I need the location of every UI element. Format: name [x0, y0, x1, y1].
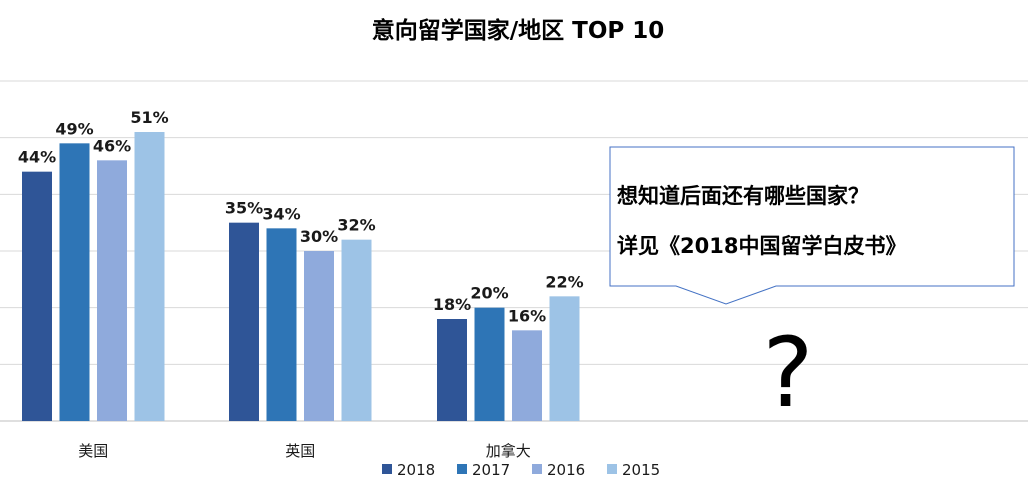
callout-line-1: 想知道后面还有哪些国家？ — [617, 184, 869, 208]
legend-swatch — [607, 464, 617, 474]
bar-2017-1 — [266, 228, 297, 421]
category-label: 加拿大 — [486, 442, 531, 460]
data-labels: 44% 49%46% 51% 35% 34%30%32% 18%20%16% 22% — [18, 108, 584, 325]
bar-2015-1 — [341, 239, 372, 421]
data-label: 16% — [508, 306, 546, 325]
bars — [22, 132, 580, 422]
category-labels: 美国 英国 加拿大 — [78, 442, 531, 460]
legend-label: 2017 — [472, 461, 510, 479]
callout-box: 想知道后面还有哪些国家？ 详见《2018中国留学白皮书》 — [609, 146, 1015, 305]
bar-2015-0 — [134, 132, 165, 421]
bar-2018-1 — [229, 222, 259, 421]
data-label: 44% — [18, 148, 56, 167]
data-label: 35% — [225, 199, 263, 218]
data-label: 20% — [470, 284, 508, 303]
data-label: 34% — [262, 204, 300, 223]
legend-swatch — [457, 464, 467, 474]
bar-2017-0 — [59, 143, 90, 422]
legend-label: 2018 — [397, 461, 435, 479]
bar-2016-2 — [512, 330, 542, 421]
bar-2016-0 — [97, 160, 127, 422]
data-label: 30% — [300, 227, 338, 246]
data-label: 18% — [433, 295, 471, 314]
legend-swatch — [382, 464, 392, 474]
data-label: 32% — [337, 216, 375, 235]
bar-2018-2 — [437, 319, 467, 421]
category-label: 美国 — [78, 442, 108, 460]
callout-line-2: 详见《2018中国留学白皮书》 — [617, 234, 906, 258]
callout-bubble — [609, 146, 1015, 305]
legend-label: 2016 — [547, 461, 585, 479]
bar-2017-2 — [474, 307, 505, 421]
data-label: 46% — [93, 136, 131, 155]
data-label: 22% — [545, 272, 583, 291]
data-label: 51% — [130, 108, 168, 127]
legend-label: 2015 — [622, 461, 660, 479]
category-label: 英国 — [285, 442, 315, 460]
legend-swatch — [532, 464, 542, 474]
chart-title: 意向留学国家/地区 TOP 10 — [372, 17, 665, 44]
legend: 2018 2017 2016 2015 — [382, 461, 660, 479]
data-label: 49% — [55, 119, 93, 138]
gridlines — [0, 80, 1028, 422]
bar-2016-1 — [304, 251, 334, 421]
question-mark-symbol: ? — [763, 317, 814, 429]
bar-2015-2 — [549, 296, 580, 421]
bar-2018-0 — [22, 171, 52, 421]
